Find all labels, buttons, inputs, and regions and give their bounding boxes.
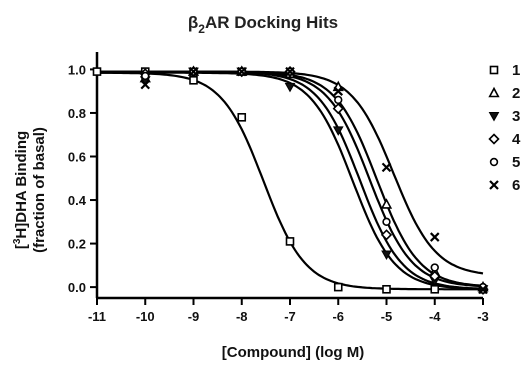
- legend-marker-5: [489, 157, 499, 167]
- y-tick-label: 0.8: [68, 106, 86, 121]
- point-series-6-stroke-b: [140, 79, 151, 90]
- point-series-4: [380, 229, 393, 241]
- point-series-6-stroke-b: [429, 232, 440, 242]
- point-series-6: [333, 86, 344, 96]
- y-label-rest: H]DHA Binding: [13, 131, 30, 239]
- point-series-3: [284, 82, 296, 93]
- point-series-6: [478, 284, 488, 295]
- data-points: [92, 65, 489, 295]
- x-tick-label: -6: [332, 309, 344, 324]
- point-series-6-stroke-b: [285, 66, 295, 77]
- point-series-1: [285, 237, 295, 246]
- point-series-5: [430, 263, 439, 272]
- point-series-6-stroke-b: [188, 66, 199, 77]
- point-series-1: [430, 284, 440, 294]
- legend-label-3: 3: [512, 108, 520, 125]
- y-label-open: [: [13, 244, 30, 249]
- point-series-6: [285, 66, 295, 77]
- y-label-superscript: 3: [12, 238, 23, 244]
- x-tick-label: -10: [136, 309, 155, 324]
- y-tick-label: 0.2: [68, 237, 86, 252]
- fit-curve-series-1: [97, 71, 483, 291]
- legend-marker-6: [489, 180, 499, 190]
- point-series-6: [381, 162, 392, 173]
- fit-curve-series-3: [97, 71, 484, 290]
- title-subscript: 2: [198, 22, 205, 36]
- y-axis-label-line2: (fraction of basal): [31, 127, 48, 253]
- point-series-5: [141, 71, 150, 81]
- point-series-6-stroke-b: [381, 162, 392, 173]
- x-axis-label: [Compound] (log M): [222, 344, 364, 361]
- point-series-2: [380, 198, 393, 209]
- legend-label-4: 4: [512, 131, 521, 148]
- legend-label-1: 1: [512, 62, 520, 79]
- point-series-6-stroke-b: [478, 284, 488, 295]
- point-series-3: [381, 250, 392, 260]
- title-beta: β: [188, 13, 198, 32]
- point-series-1: [189, 76, 198, 85]
- fit-curve-series-2: [97, 70, 484, 287]
- point-series-5: [334, 95, 343, 105]
- x-tick-label: -3: [477, 309, 489, 324]
- x-tick-label: -9: [188, 309, 200, 324]
- y-tick-label: 1.0: [68, 62, 86, 77]
- point-series-6: [429, 232, 440, 242]
- point-series-4: [429, 270, 441, 282]
- legend-label-2: 2: [512, 85, 520, 102]
- legend-marker-1: [489, 65, 499, 75]
- y-axis-label-group: [3H]DHA Binding (fraction of basal): [12, 127, 48, 253]
- x-tick-label: -7: [284, 309, 296, 324]
- point-series-6: [188, 66, 199, 77]
- fit-curve-series-5: [97, 70, 484, 288]
- title-rest: AR Docking Hits: [205, 13, 338, 32]
- point-series-3: [332, 126, 344, 136]
- legend-label-5: 5: [512, 154, 520, 171]
- y-tick-label: 0.6: [68, 149, 86, 164]
- point-series-6: [236, 66, 247, 77]
- x-tick-label: -8: [236, 309, 248, 324]
- legend: 1 2 3 4 5 6: [488, 62, 521, 194]
- fit-curve-series-4: [97, 70, 484, 290]
- point-series-1: [92, 67, 102, 76]
- legend-label-6: 6: [512, 177, 520, 194]
- legend-marker-3: [488, 112, 500, 122]
- y-axis-label-line1: [3H]DHA Binding: [12, 131, 30, 249]
- point-series-4: [332, 102, 344, 115]
- point-series-1: [333, 282, 343, 292]
- chart-title: β2AR Docking Hits: [188, 13, 338, 36]
- point-series-5: [382, 217, 391, 227]
- y-tick-label: 0.0: [68, 280, 86, 295]
- point-series-1: [382, 284, 391, 294]
- point-series-6: [140, 79, 151, 90]
- legend-marker-6-stroke-b: [489, 180, 499, 190]
- point-series-1: [237, 113, 247, 122]
- fit-curves: [97, 70, 484, 291]
- legend-marker-4: [488, 133, 500, 145]
- x-tick-label: -4: [429, 309, 441, 324]
- x-tick-label: -5: [381, 309, 393, 324]
- y-tick-label: 0.4: [68, 193, 87, 208]
- x-tick-label: -11: [88, 309, 106, 324]
- point-series-6-stroke-b: [333, 86, 344, 96]
- axes: -11 -10 -9 -8 -7 -6 -5 -4 -3 0.0 0.2 0.4 0.6 0.8 1.0: [68, 52, 489, 324]
- legend-marker-2: [488, 86, 500, 98]
- point-series-6-stroke-b: [236, 66, 247, 77]
